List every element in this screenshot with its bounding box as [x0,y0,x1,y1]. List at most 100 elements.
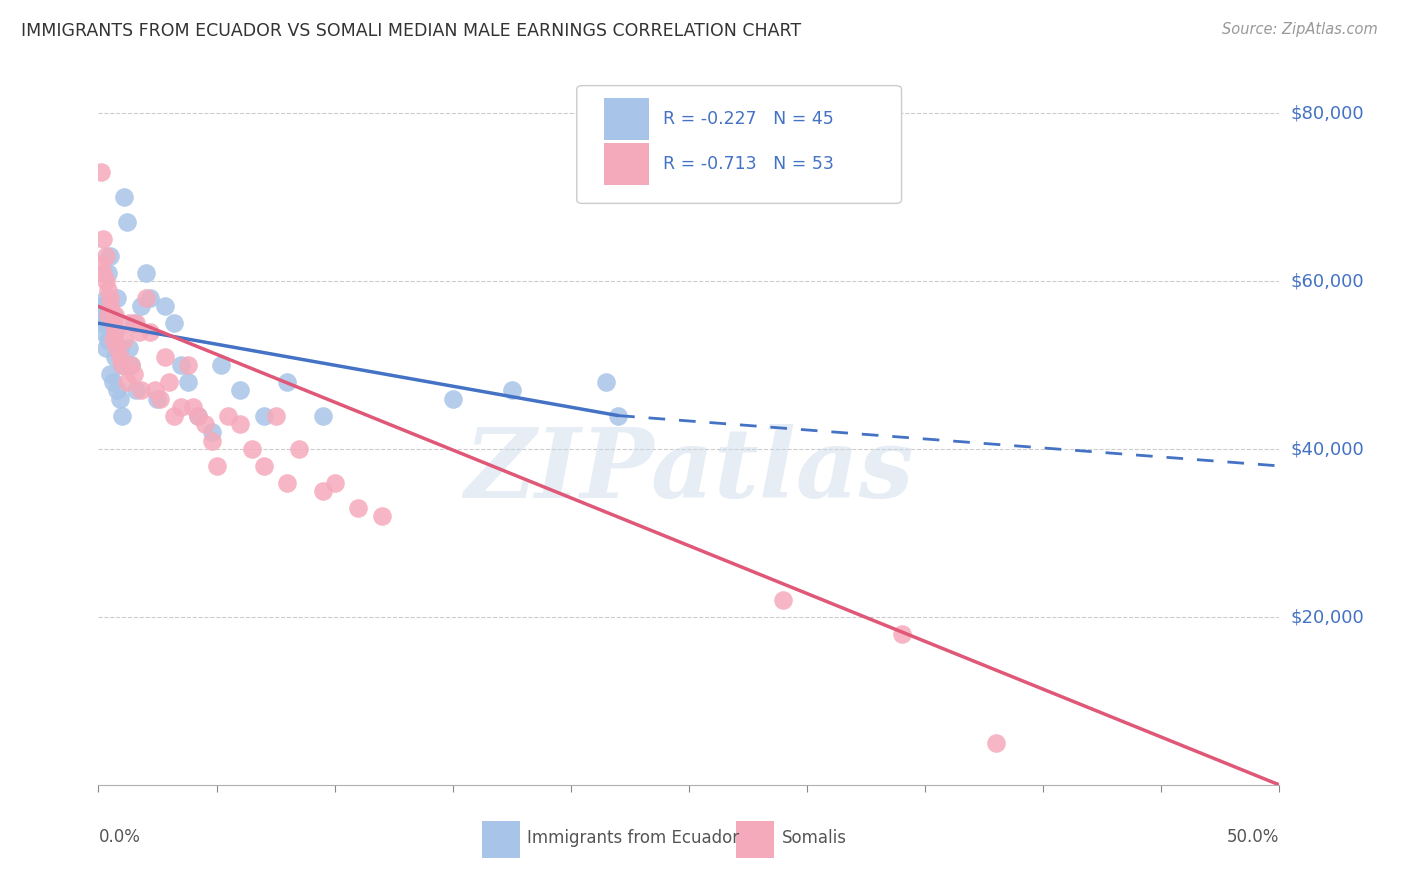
Point [288,442,311,457]
Point [170,358,193,372]
Point [112,190,135,204]
Point [101,333,124,347]
FancyBboxPatch shape [737,822,773,858]
Point [108,342,131,356]
Point [135,291,157,305]
Point [149,392,172,406]
Point [98,367,121,381]
Point [187,409,209,423]
Point [125,384,148,398]
Point [97,283,120,297]
Point [98,300,121,314]
Point [135,266,157,280]
Text: IMMIGRANTS FROM ECUADOR VS SOMALI MEDIAN MALE EARNINGS CORRELATION CHART: IMMIGRANTS FROM ECUADOR VS SOMALI MEDIAN… [21,22,801,40]
Point [201,434,224,448]
Point [104,325,127,339]
FancyBboxPatch shape [482,822,520,858]
Point [97,266,120,280]
Point [122,316,145,330]
Point [121,358,143,372]
Point [118,342,141,356]
Point [772,593,794,607]
Point [101,316,124,330]
Point [194,417,217,431]
Text: $40,000: $40,000 [1291,440,1364,458]
Text: 0.0%: 0.0% [98,828,141,846]
Point [205,458,228,473]
FancyBboxPatch shape [605,144,648,185]
Point [163,409,186,423]
Point [209,358,232,372]
Point [104,350,127,364]
Point [229,417,252,431]
Point [108,350,131,364]
Text: 50.0%: 50.0% [1227,828,1279,846]
Point [105,342,128,356]
Point [112,333,135,347]
Point [312,484,335,499]
Point [607,409,630,423]
Point [125,316,148,330]
Point [177,375,200,389]
Point [217,409,239,423]
Text: $20,000: $20,000 [1291,608,1364,626]
Point [98,249,121,263]
Point [312,409,335,423]
Point [90,257,112,271]
Point [163,316,186,330]
Point [105,291,128,305]
Point [104,325,127,339]
Point [153,350,176,364]
Text: Immigrants from Ecuador: Immigrants from Ecuador [527,830,740,847]
Point [90,165,112,179]
Point [177,358,200,372]
Point [129,384,152,398]
Point [118,316,141,330]
Point [153,300,176,314]
Point [371,509,394,524]
Point [91,266,114,280]
Point [108,392,131,406]
Point [128,325,150,339]
Point [94,291,117,305]
Point [201,425,224,440]
Point [94,249,117,263]
Point [91,316,114,330]
Point [146,392,169,406]
Point [264,409,287,423]
Point [122,367,145,381]
Point [595,375,617,389]
Point [115,215,138,229]
Point [143,384,166,398]
Point [170,400,193,414]
Point [105,384,128,398]
Point [90,308,112,322]
Text: $60,000: $60,000 [1291,272,1364,290]
Point [129,300,152,314]
Point [101,308,124,322]
Point [101,375,124,389]
Point [97,308,120,322]
Point [181,400,204,414]
Point [890,627,912,641]
Point [121,358,143,372]
Point [98,291,121,305]
Point [111,358,134,372]
Point [139,325,162,339]
Point [229,384,252,398]
Point [91,325,114,339]
Point [90,300,112,314]
Point [276,475,298,490]
Text: ZIPatlas: ZIPatlas [464,424,914,518]
Point [441,392,464,406]
Point [240,442,263,457]
Text: R = -0.227   N = 45: R = -0.227 N = 45 [664,111,834,128]
FancyBboxPatch shape [605,98,648,140]
Point [104,308,127,322]
Point [187,409,209,423]
Point [323,475,346,490]
Point [984,736,1007,750]
Point [347,500,370,515]
Text: R = -0.713   N = 53: R = -0.713 N = 53 [664,155,834,173]
Point [501,384,523,398]
